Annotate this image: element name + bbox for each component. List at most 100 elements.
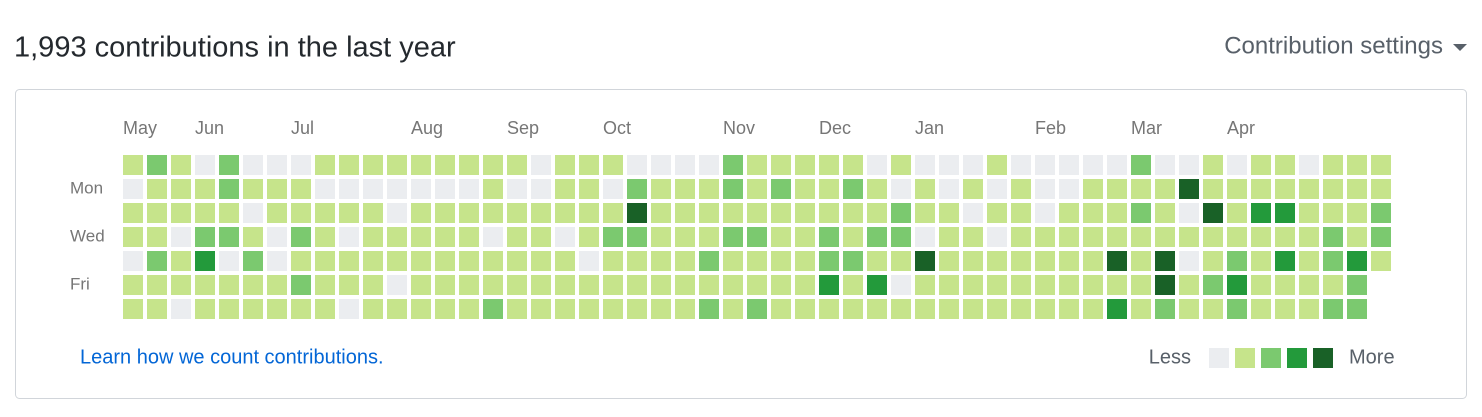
day-cell xyxy=(819,155,839,175)
day-cell xyxy=(363,179,383,199)
day-cell xyxy=(1131,299,1151,319)
day-cell xyxy=(1347,203,1367,223)
day-cell xyxy=(1347,299,1367,319)
day-cell xyxy=(819,227,839,247)
day-cell xyxy=(1035,251,1055,271)
day-cell xyxy=(483,203,503,223)
day-cell xyxy=(675,155,695,175)
day-cell xyxy=(939,251,959,271)
day-cell xyxy=(387,203,407,223)
day-cell xyxy=(891,275,911,295)
day-cell xyxy=(771,251,791,271)
day-cell xyxy=(1035,155,1055,175)
day-cell xyxy=(1155,227,1175,247)
day-cell xyxy=(1035,179,1055,199)
day-cell xyxy=(675,203,695,223)
day-cell xyxy=(123,155,143,175)
day-cell xyxy=(819,299,839,319)
day-cell xyxy=(507,155,527,175)
day-cell xyxy=(195,227,215,247)
day-cell xyxy=(867,275,887,295)
day-cell xyxy=(891,299,911,319)
day-cell xyxy=(171,227,191,247)
day-cell xyxy=(915,179,935,199)
day-cell xyxy=(459,155,479,175)
day-cell xyxy=(459,275,479,295)
day-cell xyxy=(267,227,287,247)
day-cell xyxy=(1083,203,1103,223)
day-cell xyxy=(651,227,671,247)
day-cell xyxy=(1203,155,1223,175)
day-cell xyxy=(1227,227,1247,247)
day-cell xyxy=(699,155,719,175)
day-cell xyxy=(1107,155,1127,175)
day-cell xyxy=(915,251,935,271)
day-cell xyxy=(171,155,191,175)
day-cell xyxy=(555,299,575,319)
day-cell xyxy=(1227,251,1247,271)
day-cell xyxy=(795,299,815,319)
day-cell xyxy=(219,203,239,223)
day-cell xyxy=(1275,227,1295,247)
day-cell xyxy=(651,251,671,271)
day-cell xyxy=(915,275,935,295)
day-cell xyxy=(675,251,695,271)
day-cell xyxy=(483,155,503,175)
day-cell xyxy=(891,179,911,199)
day-cell xyxy=(1083,155,1103,175)
day-cell xyxy=(1179,155,1199,175)
day-cell xyxy=(867,155,887,175)
day-cell xyxy=(795,227,815,247)
day-cell xyxy=(1131,179,1151,199)
day-cell xyxy=(1155,299,1175,319)
day-cell xyxy=(963,251,983,271)
day-cell xyxy=(531,275,551,295)
day-cell xyxy=(699,251,719,271)
day-cell xyxy=(459,299,479,319)
day-cell xyxy=(291,251,311,271)
day-cell xyxy=(771,155,791,175)
day-cell xyxy=(243,299,263,319)
day-cell xyxy=(1251,299,1271,319)
day-label: Mon xyxy=(70,178,103,197)
day-cell xyxy=(651,155,671,175)
day-cell xyxy=(315,155,335,175)
legend-swatch xyxy=(1235,348,1255,368)
day-cell xyxy=(339,299,359,319)
help-link[interactable]: Learn how we count contributions. xyxy=(80,346,384,368)
day-cell xyxy=(243,203,263,223)
day-cell xyxy=(723,155,743,175)
day-cell xyxy=(123,227,143,247)
day-cell xyxy=(147,155,167,175)
day-cell xyxy=(1059,155,1079,175)
dropdown-caret[interactable] xyxy=(1453,44,1467,51)
day-cell xyxy=(123,299,143,319)
settings-dropdown[interactable]: Contribution settings xyxy=(1224,32,1443,59)
day-cell xyxy=(435,155,455,175)
day-cell xyxy=(627,203,647,223)
day-cell xyxy=(291,227,311,247)
day-cell xyxy=(555,275,575,295)
day-cell xyxy=(795,179,815,199)
day-cell xyxy=(219,179,239,199)
day-cell xyxy=(1035,299,1055,319)
day-cell xyxy=(291,179,311,199)
day-cell xyxy=(1011,299,1031,319)
day-cell xyxy=(531,203,551,223)
day-cell xyxy=(675,179,695,199)
day-cell xyxy=(987,179,1007,199)
day-cell xyxy=(411,203,431,223)
day-cell xyxy=(531,299,551,319)
day-cell xyxy=(1131,155,1151,175)
day-cell xyxy=(747,227,767,247)
day-cell xyxy=(171,179,191,199)
day-cell xyxy=(435,203,455,223)
day-cell xyxy=(507,251,527,271)
day-cell xyxy=(987,275,1007,295)
day-cell xyxy=(339,155,359,175)
day-cell xyxy=(579,251,599,271)
day-cell xyxy=(435,179,455,199)
day-cell xyxy=(411,155,431,175)
day-cell xyxy=(1227,203,1247,223)
day-cell xyxy=(1107,203,1127,223)
